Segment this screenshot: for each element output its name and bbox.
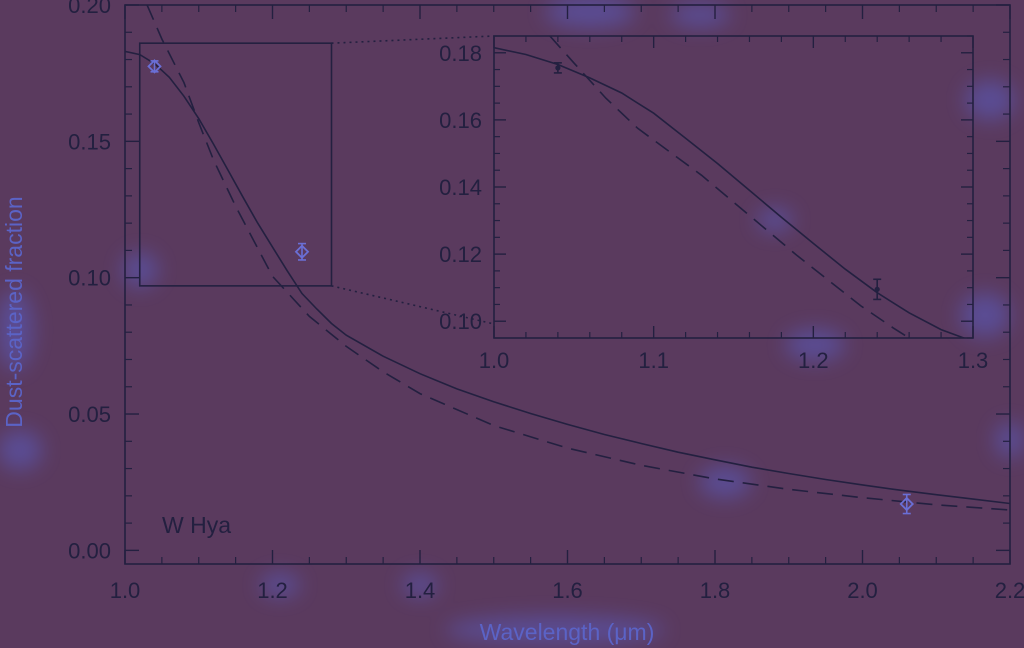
main-curves — [125, 5, 1010, 511]
main-x-tick-label: 2.2 — [995, 578, 1024, 603]
main-x-tick-label: 1.8 — [700, 578, 731, 603]
main-x-tick-label: 1.0 — [110, 578, 141, 603]
main-y-tick-label: 0.05 — [68, 402, 111, 427]
inset-y-tick-label: 0.18 — [439, 41, 482, 66]
inset-data-point — [874, 286, 880, 292]
main-data-point — [147, 59, 162, 74]
inset-curves — [494, 36, 967, 338]
main-data-point — [899, 496, 915, 512]
x-axis-title: Wavelength (μm) — [480, 619, 655, 645]
star-name-annotation: W Hya — [162, 512, 231, 538]
inset-solid-model-line — [494, 46, 967, 338]
main-x-tick-label: 1.4 — [405, 578, 436, 603]
main-x-tick-label: 1.6 — [552, 578, 583, 603]
inset-x-tick-label: 1.0 — [479, 348, 510, 373]
inset-y-tick-label: 0.16 — [439, 108, 482, 133]
inset-data-point — [555, 65, 561, 71]
main-y-tick-label: 0.00 — [68, 538, 111, 563]
y-axis-title: Dust-scattered fraction — [1, 196, 27, 427]
inset-y-tick-label: 0.12 — [439, 242, 482, 267]
inset-dashed-model-line — [549, 36, 911, 338]
main-y-tick-label: 0.15 — [68, 129, 111, 154]
zoom-connector-bottom — [331, 285, 495, 325]
inset-x-tick-label: 1.2 — [798, 348, 829, 373]
main-x-tick-label: 1.2 — [257, 578, 288, 603]
main-solid-model-line — [125, 50, 1010, 505]
main-y-tick-label: 0.10 — [68, 266, 111, 291]
inset-y-tick-label: 0.14 — [439, 175, 482, 200]
inset-plot: 1.0 1.1 1.2 1.3 0.10 0.12 0.14 0.16 0.18 — [331, 35, 989, 373]
main-x-tick-label: 2.0 — [847, 578, 878, 603]
zoom-region-box — [138, 42, 333, 287]
inset-plot-frame — [493, 35, 974, 339]
main-y-tick-label: 0.20 — [68, 0, 111, 18]
main-data-point — [294, 244, 310, 260]
main-dashed-model-line — [146, 5, 1010, 511]
inset-x-tick-label: 1.1 — [638, 348, 669, 373]
inset-x-tick-label: 1.3 — [958, 348, 989, 373]
inset-y-tick-label: 0.10 — [439, 309, 482, 334]
